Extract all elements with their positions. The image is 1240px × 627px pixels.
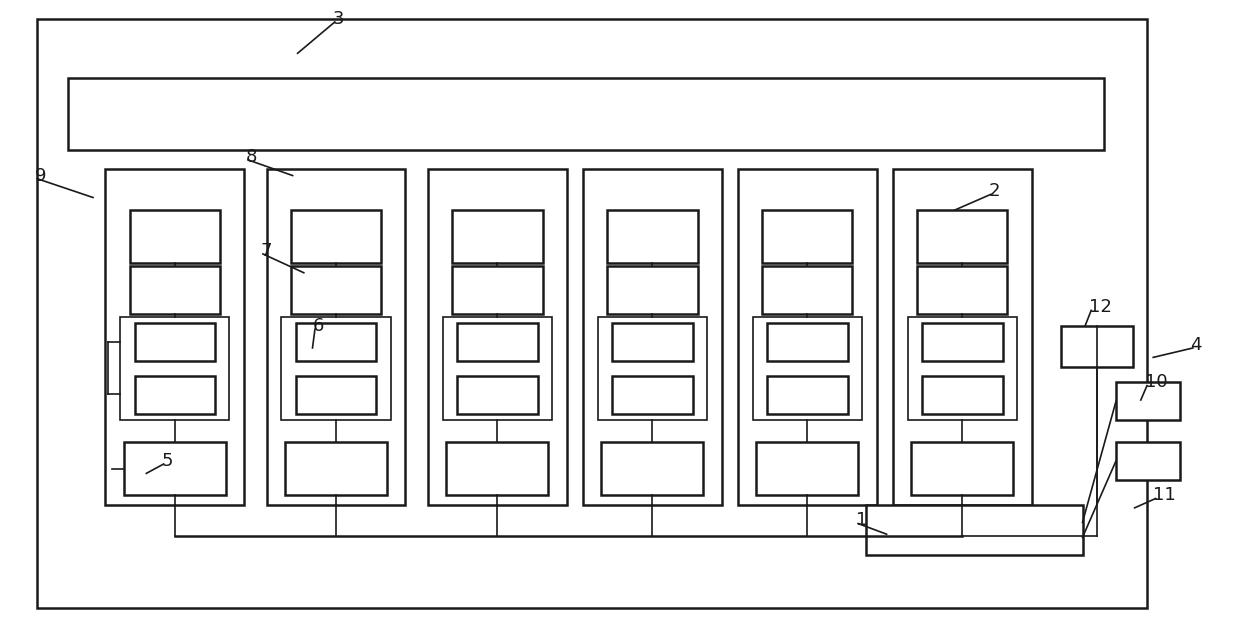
Text: 6: 6 — [312, 317, 324, 335]
Bar — [611, 323, 692, 361]
Text: 1: 1 — [856, 512, 867, 529]
Text: 9: 9 — [35, 167, 46, 184]
Bar — [916, 266, 1007, 314]
Bar — [761, 266, 852, 314]
Bar — [267, 169, 405, 505]
Bar — [68, 78, 1104, 150]
Text: 2: 2 — [988, 182, 999, 200]
Bar — [120, 317, 229, 420]
Bar — [601, 442, 703, 495]
Bar — [451, 266, 543, 314]
Text: 11: 11 — [1153, 487, 1176, 504]
Bar — [134, 323, 216, 361]
Bar — [916, 210, 1007, 263]
Bar — [37, 19, 1147, 608]
Bar — [766, 323, 848, 361]
Bar — [893, 169, 1032, 505]
Bar — [766, 376, 848, 414]
Bar — [756, 442, 858, 495]
Text: 7: 7 — [260, 242, 272, 260]
Bar — [611, 376, 692, 414]
Bar — [290, 210, 381, 263]
Bar — [281, 317, 391, 420]
Bar — [761, 210, 852, 263]
Bar — [456, 323, 538, 361]
Bar — [456, 376, 538, 414]
Bar — [608, 210, 697, 263]
Bar — [290, 266, 381, 314]
Bar — [446, 442, 548, 495]
Bar — [130, 210, 221, 263]
Bar — [1061, 326, 1133, 367]
Bar — [296, 323, 377, 361]
Bar — [428, 169, 567, 505]
Text: 10: 10 — [1145, 374, 1167, 391]
Bar — [124, 442, 226, 495]
Bar — [296, 376, 377, 414]
Bar — [443, 317, 552, 420]
Bar — [908, 317, 1017, 420]
Text: 8: 8 — [246, 148, 257, 166]
Bar — [911, 442, 1013, 495]
Bar — [583, 169, 722, 505]
Text: 4: 4 — [1190, 336, 1202, 354]
Bar — [753, 317, 862, 420]
Text: 12: 12 — [1089, 298, 1111, 316]
Bar — [1116, 382, 1180, 420]
Bar — [598, 317, 707, 420]
Bar — [134, 376, 216, 414]
Bar — [921, 376, 1002, 414]
Bar — [738, 169, 877, 505]
Text: 3: 3 — [332, 10, 343, 28]
Bar — [451, 210, 543, 263]
Text: 5: 5 — [161, 452, 172, 470]
Bar — [921, 323, 1002, 361]
Bar — [285, 442, 387, 495]
Bar — [866, 505, 1083, 555]
Bar — [130, 266, 221, 314]
Bar — [608, 266, 697, 314]
Bar — [105, 169, 244, 505]
Bar — [1116, 442, 1180, 480]
